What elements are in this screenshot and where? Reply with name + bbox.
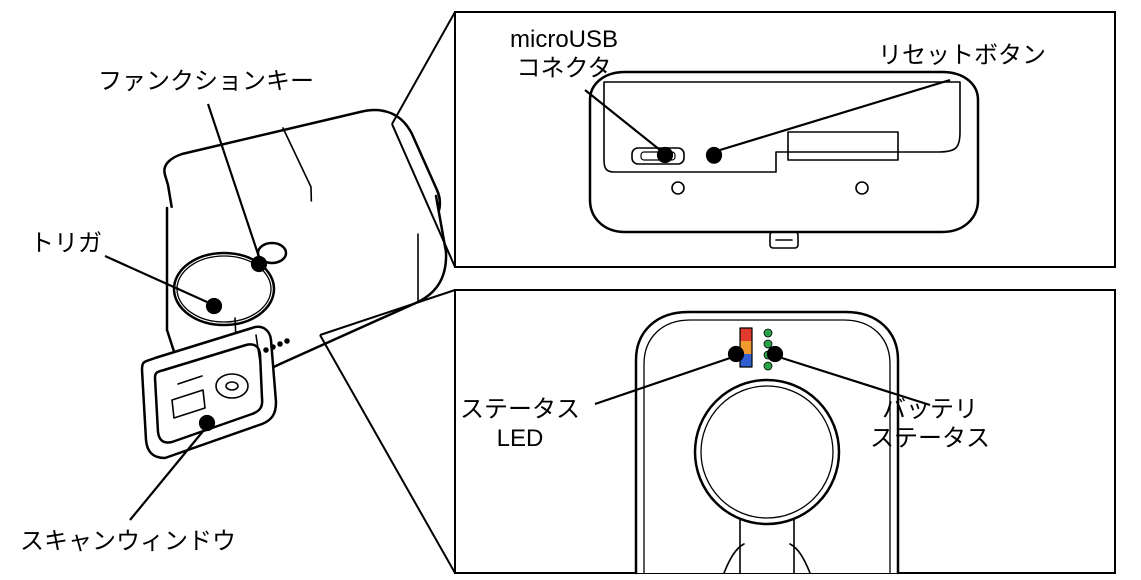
label-micro-usb-line2: コネクタ	[516, 55, 611, 82]
label-status-led: ステータス LED	[460, 396, 580, 454]
label-trigger: トリガ	[30, 230, 102, 259]
label-function-key: ファンクションキー	[98, 68, 314, 97]
device-back-view	[590, 72, 978, 248]
label-status-led-line1: ステータス	[460, 396, 580, 423]
label-micro-usb: microUSB コネクタ	[510, 26, 618, 84]
label-battery: バッテリ ステータス	[870, 396, 990, 454]
label-reset-button: リセットボタン	[878, 42, 1046, 71]
device-main	[142, 110, 446, 458]
label-battery-line2: ステータス	[870, 425, 990, 452]
device-top-view	[636, 312, 898, 573]
label-status-led-line2: LED	[497, 425, 544, 452]
label-scan-window: スキャンウィンドウ	[20, 528, 236, 557]
label-micro-usb-line1: microUSB	[510, 26, 618, 53]
label-battery-line1: バッテリ	[882, 396, 978, 423]
